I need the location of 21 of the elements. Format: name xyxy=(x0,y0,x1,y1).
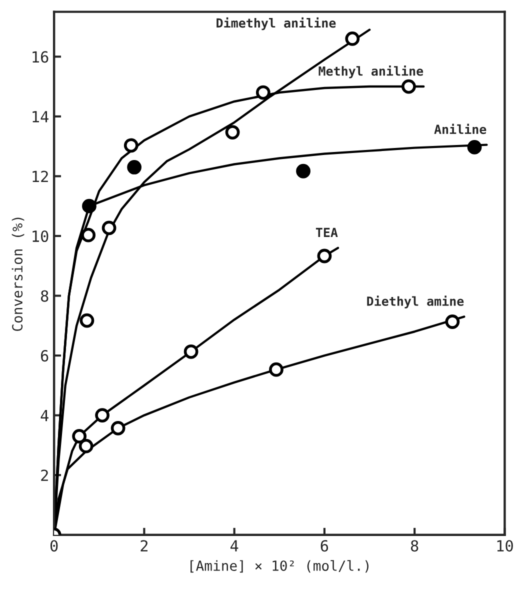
x-tick-label: 4 xyxy=(230,540,238,552)
x-tick-label: 8 xyxy=(410,540,418,552)
series-label: Methyl aniline xyxy=(318,65,424,78)
y-tick-label: 4 xyxy=(40,410,48,422)
y-tick-label: 12 xyxy=(32,170,48,182)
x-axis-title: [Amine] × 10² (mol/l.) xyxy=(190,560,368,573)
y-tick-label: 16 xyxy=(32,51,48,63)
x-tick-label: 10 xyxy=(497,540,513,552)
x-tick-label: 2 xyxy=(140,540,148,552)
series-label: Aniline xyxy=(434,124,486,134)
series-label: Diethyl amine xyxy=(367,296,464,308)
y-axis-title: Conversion (%) xyxy=(12,218,24,331)
y-tick-label: 10 xyxy=(32,230,48,242)
y-tick-label: 2 xyxy=(41,470,48,481)
y-tick-label: 6 xyxy=(41,350,48,362)
series-label: TEA xyxy=(316,228,338,237)
series-label: Dimethyl aniline xyxy=(216,17,336,30)
x-tick-label: 6 xyxy=(320,540,328,552)
y-tick-label: 8 xyxy=(40,290,48,302)
x-tick-label: 0 xyxy=(50,540,58,552)
y-tick-label: 14 xyxy=(32,111,48,122)
